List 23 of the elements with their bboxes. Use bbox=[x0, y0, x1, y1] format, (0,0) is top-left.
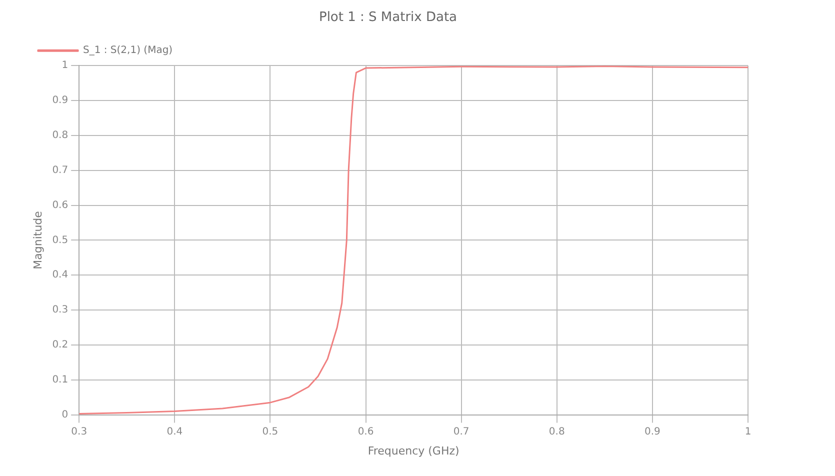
x-tick-label: 1 bbox=[744, 426, 752, 438]
x-tick-label: 0.4 bbox=[166, 426, 183, 438]
y-tick-label: 0 bbox=[62, 409, 68, 420]
x-tick-label: 0.6 bbox=[358, 426, 374, 438]
x-axis-title: Frequency (GHz) bbox=[368, 444, 460, 458]
y-tick-label: 0.5 bbox=[52, 234, 68, 246]
y-tick-label: 0.1 bbox=[52, 374, 68, 386]
x-tick-label: 0.7 bbox=[453, 426, 470, 438]
x-tick-label: 0.8 bbox=[548, 426, 565, 438]
legend-label: S_1 : S(2,1) (Mag) bbox=[83, 45, 173, 56]
y-tick-label: 0.4 bbox=[52, 270, 68, 281]
y-tick-label: 0.8 bbox=[52, 130, 68, 142]
y-tick-label: 0.9 bbox=[52, 95, 68, 106]
y-tick-label: 0.6 bbox=[52, 200, 68, 211]
x-tick-label: 0.9 bbox=[644, 426, 660, 438]
y-tick-label: 0.2 bbox=[52, 340, 68, 351]
y-tick-label: 1 bbox=[62, 60, 68, 72]
y-tick-label: 0.7 bbox=[52, 164, 68, 176]
y-axis-title: Magnitude bbox=[31, 210, 44, 270]
chart-title: Plot 1 : S Matrix Data bbox=[318, 10, 458, 26]
x-tick-label: 0.5 bbox=[262, 426, 278, 438]
y-tick-label: 0.3 bbox=[52, 304, 68, 316]
x-tick-label: 0.3 bbox=[71, 426, 88, 438]
